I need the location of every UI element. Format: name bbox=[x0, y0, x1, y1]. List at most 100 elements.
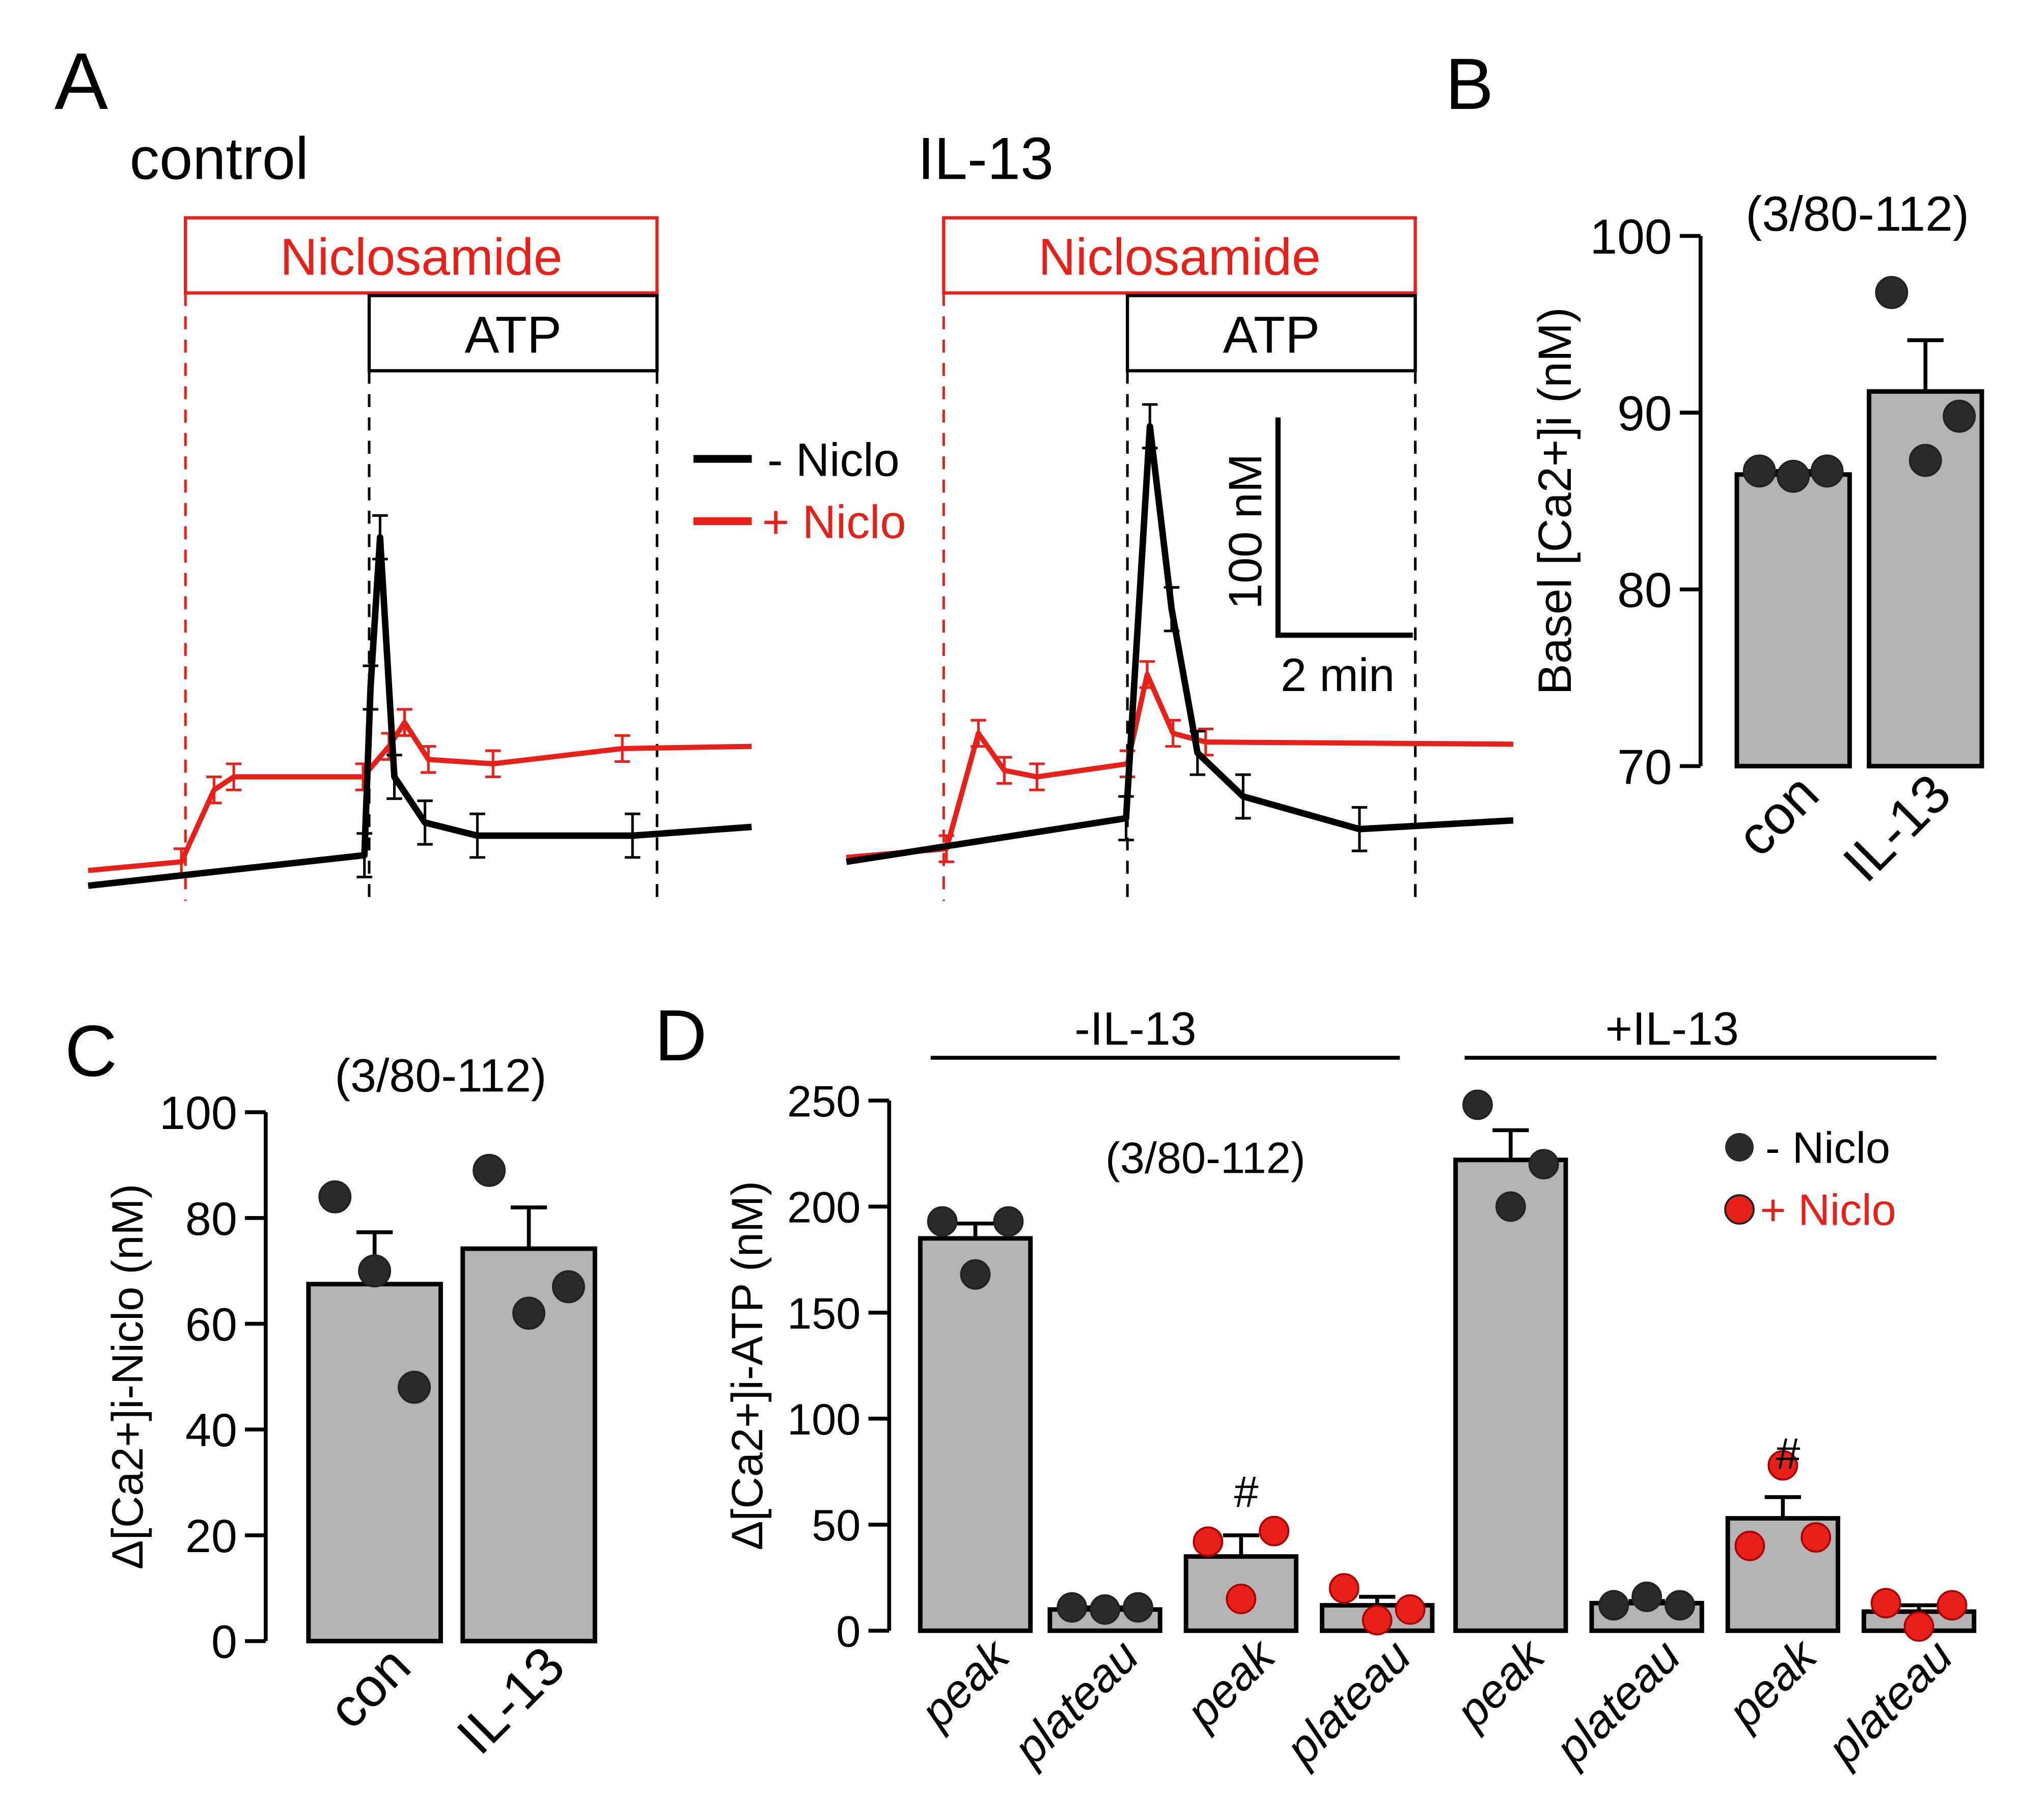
atp-label: ATP bbox=[1223, 306, 1320, 364]
atp-label: ATP bbox=[464, 306, 561, 364]
y-tick-label: 80 bbox=[1617, 563, 1672, 618]
category-label: peak bbox=[1175, 1628, 1286, 1739]
niclosamide-label: Niclosamide bbox=[1038, 228, 1321, 286]
data-point bbox=[1870, 1588, 1901, 1619]
error-bar bbox=[1764, 1495, 1801, 1519]
error-bar bbox=[624, 812, 641, 859]
data-point bbox=[1767, 1450, 1798, 1481]
y-tick-label: 70 bbox=[1617, 739, 1672, 794]
data-point bbox=[1090, 1594, 1120, 1625]
bar bbox=[1453, 1157, 1568, 1633]
data-point bbox=[1943, 399, 1976, 433]
y-tick-label: 200 bbox=[787, 1183, 861, 1232]
group-label: -IL-13 bbox=[1074, 1003, 1196, 1055]
error-bar bbox=[1223, 1533, 1259, 1557]
panel-label-b: B bbox=[1445, 44, 1493, 125]
data-point bbox=[1742, 454, 1776, 488]
category-label: con bbox=[1725, 762, 1830, 868]
category-label: peak bbox=[909, 1628, 1020, 1739]
data-point bbox=[1665, 1590, 1695, 1621]
panel-d-bar-chart: 0 50 100 150 200 250 Δ[Ca2+]i-ATP (nM) (3/80-11… bbox=[723, 1003, 1977, 1776]
y-tick-label: 20 bbox=[185, 1510, 237, 1562]
bar bbox=[1734, 472, 1852, 768]
data-point bbox=[473, 1153, 506, 1187]
error-bar bbox=[1165, 719, 1181, 748]
panel-label-a: A bbox=[54, 37, 108, 126]
panel-label-c: C bbox=[65, 1011, 117, 1092]
chart-subtitle: (3/80-112) bbox=[1105, 1134, 1306, 1183]
error-bar bbox=[1142, 403, 1158, 450]
legend-label-plus-niclo: + Niclo bbox=[1760, 1186, 1896, 1235]
bar bbox=[918, 1236, 1033, 1633]
data-point bbox=[1903, 1611, 1934, 1642]
y-tick-label: 100 bbox=[159, 1087, 237, 1139]
legend-marker-minus-niclo bbox=[1725, 1133, 1754, 1162]
y-tick-label: 150 bbox=[787, 1289, 861, 1338]
y-tick-label: 100 bbox=[787, 1395, 861, 1444]
y-tick-label: 50 bbox=[812, 1501, 861, 1550]
panel-a-traces: control Niclosamide ATP IL-13 Niclosamide ATP… bbox=[88, 125, 1514, 901]
category-label: peak bbox=[1717, 1628, 1828, 1739]
scale-bar-y-label: 100 nM bbox=[1220, 454, 1271, 610]
data-point bbox=[512, 1297, 546, 1330]
atp-box bbox=[1125, 294, 1417, 373]
error-bar bbox=[372, 514, 388, 561]
data-point bbox=[318, 1180, 352, 1214]
data-point bbox=[358, 1254, 392, 1288]
y-tick-label: 60 bbox=[185, 1299, 237, 1351]
data-point bbox=[398, 1370, 431, 1404]
error-bar bbox=[397, 708, 412, 737]
y-tick-label: 100 bbox=[1590, 209, 1672, 264]
data-point bbox=[993, 1206, 1024, 1237]
data-point bbox=[1598, 1590, 1629, 1621]
data-point bbox=[1328, 1573, 1360, 1604]
data-point bbox=[552, 1270, 585, 1304]
data-point bbox=[1395, 1594, 1426, 1625]
scale-bar bbox=[1275, 417, 1413, 638]
subplot-title: control bbox=[130, 125, 309, 191]
data-point bbox=[1528, 1149, 1559, 1180]
y-tick-label: 0 bbox=[211, 1616, 237, 1668]
error-bar bbox=[421, 745, 436, 774]
category-label: peak bbox=[1445, 1628, 1556, 1739]
data-point bbox=[1362, 1605, 1393, 1636]
y-axis-label: Δ[Ca2+]i-Niclo (nM) bbox=[103, 1184, 152, 1569]
niclosamide-label: Niclosamide bbox=[280, 228, 563, 286]
error-bar bbox=[206, 775, 222, 805]
error-bar bbox=[996, 756, 1012, 785]
legend-label-minus-niclo: - Niclo bbox=[767, 434, 900, 486]
data-point bbox=[1908, 444, 1942, 477]
trace-minus-niclo bbox=[846, 423, 1514, 865]
chart-subtitle: (3/80-112) bbox=[1746, 186, 1969, 241]
error-bar bbox=[1139, 660, 1155, 689]
data-point bbox=[1734, 1530, 1765, 1561]
error-bar bbox=[417, 799, 433, 846]
error-bar bbox=[957, 1221, 994, 1238]
trace-minus-niclo bbox=[88, 534, 752, 889]
y-tick-label: 0 bbox=[836, 1607, 861, 1656]
data-point bbox=[1936, 1590, 1968, 1621]
y-axis-label: Δ[Ca2+]i-ATP (nM) bbox=[723, 1181, 772, 1550]
category-label: plateau bbox=[1275, 1630, 1421, 1776]
error-bar bbox=[510, 1205, 547, 1249]
y-tick-label: 90 bbox=[1617, 386, 1672, 441]
category-label: plateau bbox=[1003, 1630, 1149, 1776]
bar bbox=[306, 1282, 443, 1644]
error-bar bbox=[363, 664, 378, 711]
error-bar bbox=[1164, 586, 1180, 632]
category-label: plateau bbox=[1816, 1630, 1962, 1776]
y-tick-label: 40 bbox=[185, 1404, 237, 1456]
data-point bbox=[1801, 1522, 1832, 1553]
significance-mark: # bbox=[1234, 1468, 1258, 1516]
error-bar bbox=[1235, 773, 1251, 820]
error-bar bbox=[971, 719, 986, 748]
category-label: IL-13 bbox=[445, 1635, 576, 1766]
data-point bbox=[1777, 459, 1810, 493]
data-point bbox=[1226, 1583, 1257, 1614]
data-point bbox=[1057, 1592, 1088, 1623]
error-bar bbox=[1907, 338, 1944, 392]
error-bar bbox=[1492, 1128, 1529, 1160]
data-point bbox=[1631, 1581, 1662, 1612]
